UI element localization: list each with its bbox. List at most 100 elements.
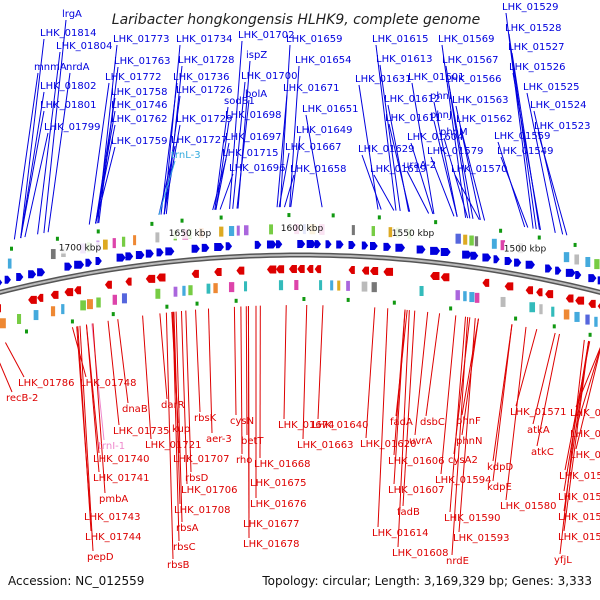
forward-leader-line xyxy=(361,154,382,210)
reverse-leader-line xyxy=(536,333,560,447)
reverse-cog-block xyxy=(455,290,460,301)
reverse-leader-line xyxy=(515,328,538,407)
reverse-leader-line xyxy=(4,342,25,378)
reverse-gene-arrow xyxy=(536,288,543,297)
reverse-gene-label: yfjL xyxy=(554,555,572,566)
reverse-cog-block xyxy=(585,314,590,325)
reverse-gene-arrow xyxy=(156,273,166,282)
forward-gene-arrow xyxy=(85,258,93,267)
reverse-cog-block xyxy=(155,288,161,299)
reverse-leader-line xyxy=(207,308,213,434)
rna-marker xyxy=(331,213,335,218)
rna-marker xyxy=(573,242,577,247)
label-leader-lines xyxy=(0,12,600,560)
forward-gene-label: uraA-2 xyxy=(403,160,436,171)
reverse-cog-block xyxy=(213,283,218,294)
forward-gene-label: LHK_01525 xyxy=(523,82,579,93)
forward-cog-block xyxy=(269,224,274,235)
forward-leader-line xyxy=(455,105,481,220)
reverse-gene-label: LHK_01677 xyxy=(243,519,299,530)
forward-gene-arrow xyxy=(145,249,154,258)
reverse-gene-label: LHK_01707 xyxy=(173,454,229,465)
reverse-cog-block xyxy=(551,306,555,317)
reverse-leader-line xyxy=(563,340,590,532)
reverse-leader-line xyxy=(172,311,180,542)
forward-gene-label: LHK_01569 xyxy=(438,34,494,45)
reverse-gene-arrow xyxy=(306,265,314,274)
forward-gene-arrow xyxy=(266,240,277,249)
forward-gene-label: LHK_01773 xyxy=(113,34,169,45)
forward-cog-block xyxy=(228,226,235,237)
reverse-gene-arrow xyxy=(266,265,277,274)
reverse-leader-line xyxy=(505,326,527,501)
forward-gene-arrow xyxy=(545,264,553,273)
reverse-leader-line xyxy=(393,309,406,485)
forward-gene-label: LHK_01529 xyxy=(502,2,558,13)
forward-leader-line xyxy=(410,142,434,215)
rna-marker xyxy=(392,300,396,305)
forward-leader-line xyxy=(24,132,49,238)
reverse-leader-line xyxy=(414,311,429,436)
reverse-gene-arrow xyxy=(297,265,305,274)
reverse-gene-label: LHK_01571 xyxy=(510,407,566,418)
forward-leader-line xyxy=(219,173,234,210)
forward-cog-block xyxy=(102,239,108,250)
tick-label-bg xyxy=(281,222,325,235)
forward-gene-label: LHK_01758 xyxy=(111,87,167,98)
reverse-leader-line xyxy=(492,324,513,482)
reverse-gene-label: LHK_01552 xyxy=(570,408,600,419)
forward-gene-arrow xyxy=(254,240,262,249)
forward-gene-arrow xyxy=(597,276,600,285)
reverse-leader-line xyxy=(575,348,600,450)
forward-leader-line xyxy=(512,72,541,231)
reverse-leader-line xyxy=(173,311,181,505)
reverse-cog-block xyxy=(474,292,480,303)
forward-gene-label: LHK_01611 xyxy=(385,113,441,124)
reverse-leader-line xyxy=(159,313,168,400)
reverse-leader-line xyxy=(142,315,152,440)
forward-gene-label: LHK_01736 xyxy=(173,72,229,83)
rna-marker xyxy=(55,236,59,241)
reverse-leader-line xyxy=(451,316,469,556)
rna-marker xyxy=(287,213,291,218)
reverse-gene-arrow xyxy=(314,265,322,274)
rna-marker xyxy=(302,297,306,302)
forward-gene-arrow xyxy=(4,275,11,284)
forward-leader-line xyxy=(229,40,243,209)
forward-leader-line xyxy=(526,92,556,233)
reverse-gene-label: LHK_01640 xyxy=(312,420,368,431)
reverse-gene-label: LHK_01558 xyxy=(558,532,600,543)
reverse-leader-line xyxy=(0,362,13,393)
reverse-gene-label: LHK_01678 xyxy=(243,539,299,550)
reverse-gene-label: fadB xyxy=(397,507,420,518)
reverse-cog-block xyxy=(419,285,424,296)
reverse-gene-arrow xyxy=(275,265,285,274)
reverse-leader-line xyxy=(180,310,188,485)
forward-gene-arrow xyxy=(28,270,37,279)
rna-marker xyxy=(219,215,223,220)
forward-gene-label: LHK_01528 xyxy=(505,23,561,34)
reverse-leader-line xyxy=(397,310,410,548)
reverse-gene-label: rbsB xyxy=(167,560,190,571)
forward-gene-arrow xyxy=(156,248,164,257)
forward-leader-line xyxy=(20,91,45,239)
reverse-leader-line xyxy=(283,305,287,420)
forward-leader-line xyxy=(454,174,480,220)
reverse-gene-label: LHK_01668 xyxy=(254,459,310,470)
forward-cog-block xyxy=(585,256,591,267)
reverse-cog-block xyxy=(50,306,56,317)
forward-leader-line xyxy=(500,156,529,228)
reverse-gene-label: kdpD xyxy=(487,462,513,473)
forward-gene-arrow xyxy=(214,242,225,251)
forward-gene-label: LHK_01763 xyxy=(114,56,170,67)
reverse-cog-block xyxy=(206,283,211,294)
forward-gene-label: LHK_01570 xyxy=(451,164,507,175)
reverse-gene-label: cysA2 xyxy=(448,455,478,466)
forward-leader-line xyxy=(448,84,474,219)
reverse-gene-arrow xyxy=(0,304,1,313)
forward-gene-label: lrgA xyxy=(62,9,82,20)
forward-gene-arrow xyxy=(297,240,306,249)
forward-leader-line xyxy=(430,156,455,217)
